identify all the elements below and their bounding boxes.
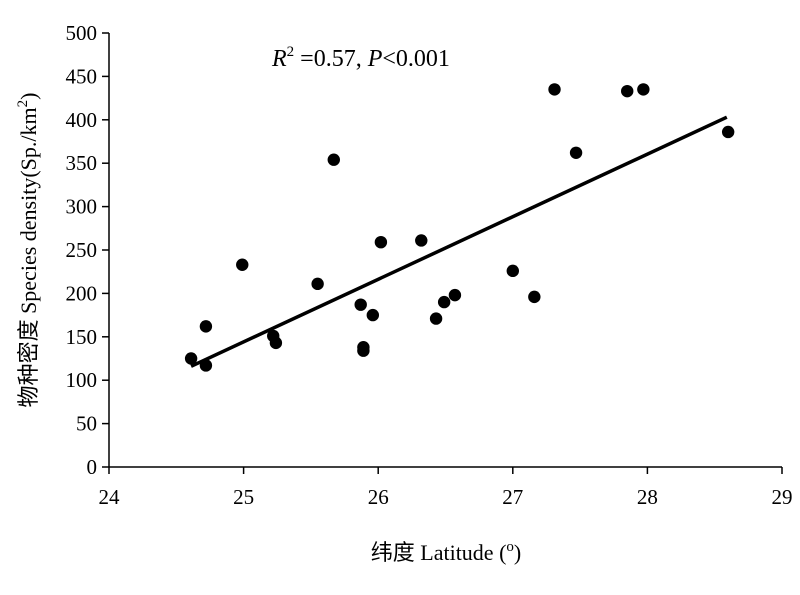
x-tick-label: 25 — [233, 485, 254, 509]
data-point — [199, 320, 213, 333]
y-tick-label: 150 — [66, 325, 98, 349]
x-tick-label: 27 — [502, 485, 523, 509]
x-tick-label: 29 — [772, 485, 793, 509]
annotation-text: R2 =0.57, P<0.001 — [271, 44, 450, 72]
data-point — [357, 344, 370, 357]
data-point — [637, 83, 650, 96]
data-point — [448, 288, 462, 302]
data-point — [528, 290, 541, 304]
data-point — [236, 258, 249, 271]
y-tick-label: 350 — [66, 151, 98, 175]
y-tick-label: 450 — [66, 64, 98, 88]
data-point — [374, 235, 388, 249]
data-point — [184, 352, 198, 365]
y-tick-label: 100 — [66, 368, 98, 392]
data-point — [366, 308, 380, 322]
y-tick-label: 50 — [76, 412, 97, 436]
trendline-group — [190, 115, 728, 368]
y-axis-title: 物种密度 Species density(Sp./km2) — [15, 93, 41, 408]
trendline — [190, 115, 728, 368]
x-tick-label: 26 — [368, 485, 389, 509]
data-point — [548, 83, 561, 96]
x-tick-label: 24 — [99, 485, 121, 509]
data-point — [506, 264, 519, 278]
y-tick-label: 400 — [66, 108, 98, 132]
y-ticks: 0 50 100 150 200 250 300 350 400 450 500 — [66, 21, 109, 479]
data-point — [437, 295, 451, 309]
x-axis-title: 纬度 Latitude (o) — [371, 539, 521, 565]
y-tick-label: 300 — [66, 195, 98, 219]
x-ticks: 24 25 26 27 28 29 — [99, 467, 793, 509]
data-point — [311, 277, 324, 291]
axes — [108, 33, 782, 468]
data-point — [327, 153, 340, 166]
data-points — [184, 83, 735, 372]
y-tick-label: 0 — [87, 455, 98, 479]
data-point — [569, 146, 583, 159]
data-point — [354, 298, 367, 311]
data-point — [429, 312, 443, 325]
data-point — [721, 125, 735, 139]
data-point — [415, 234, 428, 247]
data-point — [621, 84, 634, 98]
data-point — [269, 336, 283, 350]
y-tick-label: 250 — [66, 238, 98, 262]
x-tick-label: 28 — [637, 485, 658, 509]
y-tick-label: 200 — [66, 281, 98, 305]
y-tick-label: 500 — [66, 21, 98, 45]
data-point — [199, 359, 213, 372]
